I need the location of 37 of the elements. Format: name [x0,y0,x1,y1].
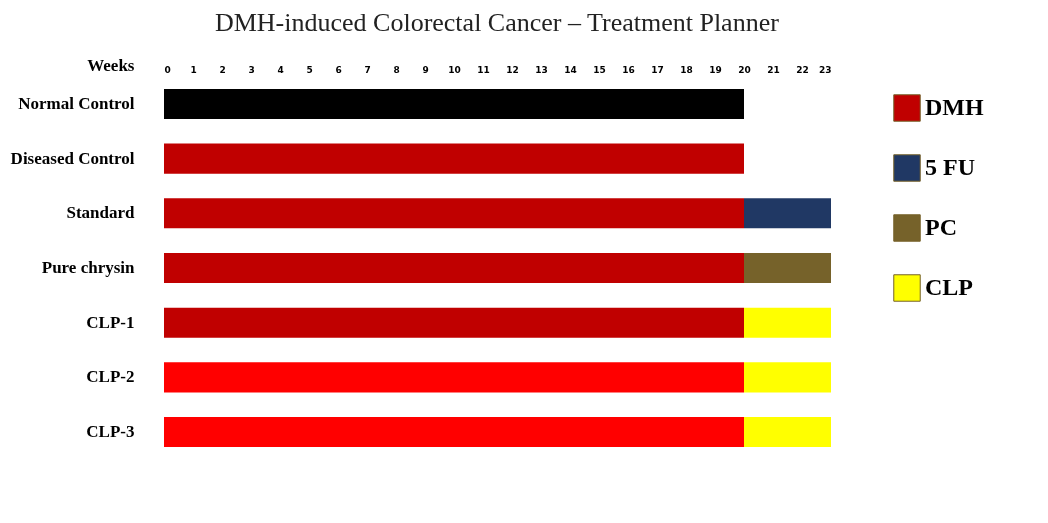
y-tick-label: Diseased Control [10,148,135,168]
x-tick-label: 5 [306,64,313,75]
y-tick-label: Standard [66,203,136,223]
legend-label: PC [925,214,957,240]
x-tick-label: 18 [680,64,693,75]
y-tick-label: CLP-3 [86,422,135,442]
y-tick-label: CLP-2 [86,367,135,387]
x-tick-label: 2 [219,64,226,75]
x-tick-label: 15 [593,64,606,75]
legend-label: CLP [925,274,973,300]
x-tick-label: 11 [477,64,490,75]
x-tick-label: 3 [248,64,255,75]
y-tick-label: CLP-1 [86,312,135,332]
x-tick-label: 8 [393,64,400,75]
x-tick-label: 17 [651,64,664,75]
y-tick-label: Pure chrysin [41,258,136,277]
x-tick-label: 1 [190,64,197,75]
chart-title: DMH-induced Colorectal Cancer – Treatment Planner [214,8,780,37]
x-tick-label: 20 [738,64,751,75]
x-axis-title: Weeks [87,55,135,75]
x-tick-label: 7 [364,64,371,75]
x-tick-label: 22 [796,64,809,75]
x-tick-label: 4 [277,64,284,75]
x-tick-label: 14 [564,64,577,75]
x-tick-label: 16 [622,64,635,75]
x-tick-label: 0 [164,64,171,75]
legend-label: DMH [925,94,984,120]
legend-label: 5 FU [925,154,975,180]
x-tick-label: 23 [818,64,832,75]
x-tick-label: 13 [535,64,548,75]
y-tick-label: Normal Control [18,93,135,113]
x-tick-label: 10 [448,64,461,75]
x-tick-label: 19 [709,64,722,75]
x-tick-label: 6 [335,64,342,75]
x-tick-label: 21 [767,64,780,75]
x-tick-label: 12 [506,64,519,75]
x-tick-label: 9 [422,64,429,75]
